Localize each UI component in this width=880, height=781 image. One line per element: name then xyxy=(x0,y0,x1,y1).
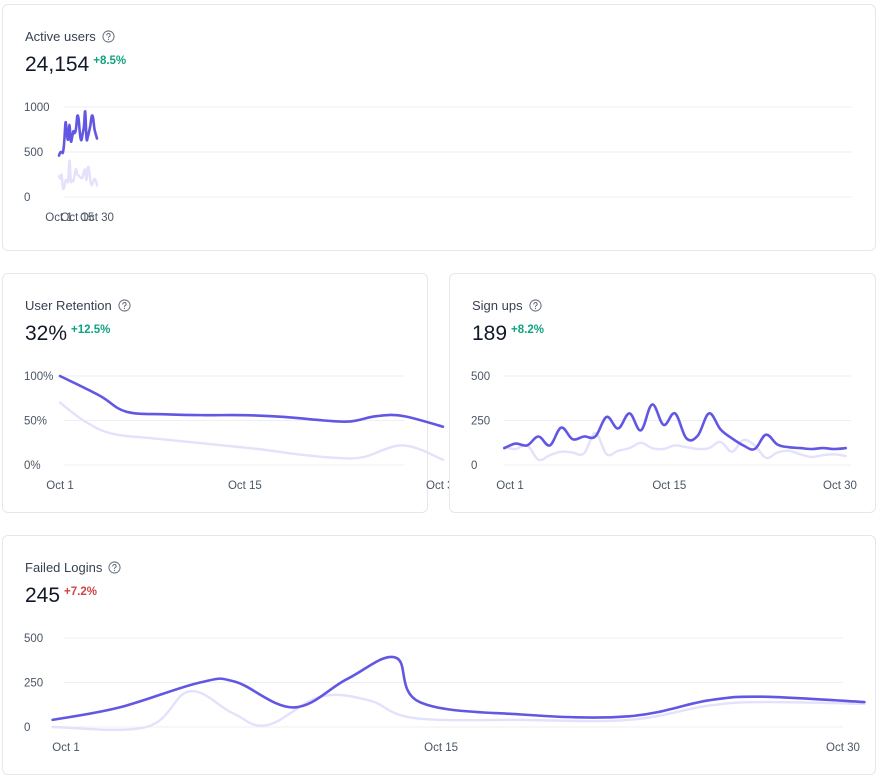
y-tick-label: 1000 xyxy=(24,102,50,114)
metric-delta: +8.5% xyxy=(93,55,127,67)
metric-value: 24,154 xyxy=(25,53,90,76)
card-title: Sign ups xyxy=(472,298,523,313)
y-tick-label: 0 xyxy=(471,460,477,472)
x-tick-label: Oct 30 xyxy=(826,742,860,754)
y-tick-label: 500 xyxy=(471,371,490,383)
sign-ups-chart: 0 250 500 Oct 1 Oct 15 Oct 30 xyxy=(471,371,857,492)
y-tick-label: 500 xyxy=(24,147,43,159)
metric-value: 32% xyxy=(25,322,68,345)
x-tick-label: Oct 15 xyxy=(60,212,94,224)
failed-logins-chart: 0 250 500 Oct 1 Oct 15 Oct 30 xyxy=(24,633,866,754)
x-tick-label: Oct 15 xyxy=(228,480,262,492)
x-tick-label: Oct 1 xyxy=(52,742,79,754)
series-line-previous xyxy=(58,401,445,461)
question-circle-icon[interactable] xyxy=(529,299,542,312)
x-tick-label: Oct 1 xyxy=(45,212,72,224)
card-value-row: 24,154 +8.5% xyxy=(25,53,126,77)
y-tick-label: 500 xyxy=(24,633,43,645)
series-line-previous xyxy=(51,690,866,732)
metric-delta: +8.2% xyxy=(511,324,544,336)
card-title-row: User Retention xyxy=(25,298,131,313)
y-tick-label: 0% xyxy=(24,460,41,472)
x-tick-label: Oct 15 xyxy=(424,742,458,754)
question-circle-icon[interactable] xyxy=(108,561,121,574)
series-line-current xyxy=(58,374,445,428)
x-tick-label: Oct 30 xyxy=(80,212,114,224)
question-circle-icon[interactable] xyxy=(102,30,115,43)
user-retention-chart: 0%50%100%Oct 1 Oct 15 Oct 30 xyxy=(24,371,460,492)
metric-delta: +12.5% xyxy=(71,324,111,336)
card-title: User Retention xyxy=(25,298,112,313)
card-value-row: 32% +12.5% xyxy=(25,322,110,346)
y-tick-label: 250 xyxy=(471,416,490,428)
question-circle-icon[interactable] xyxy=(118,299,131,312)
card-value-row: 245 +7.2% xyxy=(25,584,97,608)
metric-delta: +7.2% xyxy=(64,586,97,598)
card-title: Failed Logins xyxy=(25,560,103,575)
card-title-row: Active users xyxy=(25,29,115,44)
x-tick-label: Oct 15 xyxy=(652,480,686,492)
series-line-previous xyxy=(503,431,847,462)
card-value-row: 189 +8.2% xyxy=(472,322,544,346)
card-sign-ups: Sign ups 189 +8.2% 0 250 500 Oct 1 Oct 15 Oct… xyxy=(449,273,876,513)
card-user-retention: User Retention 32% +12.5% 0% 50% 100% Oct 1… xyxy=(2,273,460,513)
series-line-current xyxy=(51,655,866,722)
x-tick-label: Oct 1 xyxy=(46,480,73,492)
x-tick-label: Oct 30 xyxy=(823,480,857,492)
card-title-row: Sign ups xyxy=(472,298,542,313)
y-tick-label: 0 xyxy=(24,722,30,734)
y-tick-label: 50% xyxy=(24,416,47,428)
series-line-previous xyxy=(57,159,99,191)
y-tick-label: 250 xyxy=(24,678,43,690)
y-tick-label: 100% xyxy=(24,371,53,383)
series-line-current xyxy=(57,110,99,157)
card-title: Active users xyxy=(25,29,96,44)
metric-value: 189 xyxy=(472,322,508,345)
metric-value: 245 xyxy=(25,584,61,607)
series-line-current xyxy=(503,403,847,451)
x-tick-label: Oct 1 xyxy=(496,480,523,492)
card-failed-logins: Failed Logins 245 +7.2% 0 250 500 Oct 1 Oct … xyxy=(2,535,876,775)
card-title-row: Failed Logins xyxy=(25,560,121,575)
y-tick-label: 0 xyxy=(24,192,30,204)
